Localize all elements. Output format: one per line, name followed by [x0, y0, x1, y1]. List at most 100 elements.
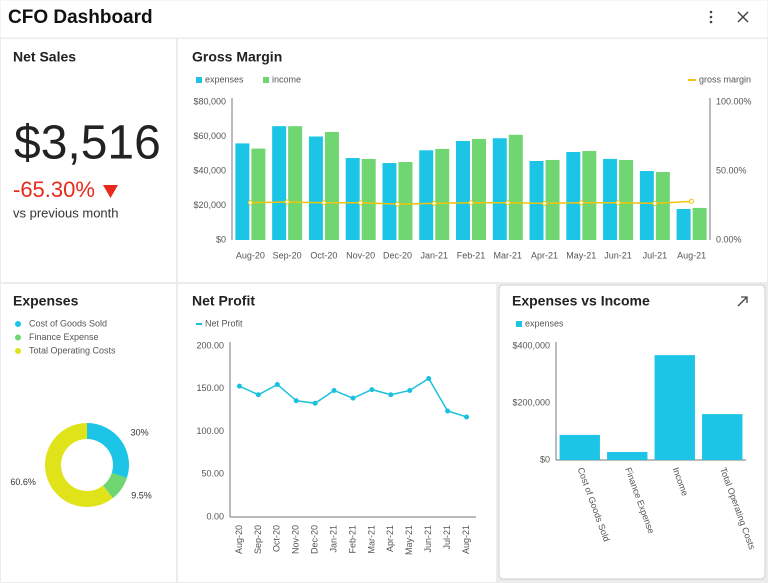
y-tick-label: $0 — [540, 454, 550, 464]
data-label: 9.5% — [131, 490, 152, 500]
pie-slice — [45, 423, 113, 507]
x-tick-label: Apr-21 — [531, 250, 558, 260]
bar — [702, 414, 743, 460]
point — [407, 387, 413, 393]
panel-selected[interactable] — [498, 284, 766, 580]
legend-label: Net Profit — [205, 318, 243, 328]
y-tick-label: 100.00 — [196, 426, 224, 436]
x-tick-label: Dec-20 — [310, 525, 320, 554]
point — [236, 383, 242, 389]
bar — [582, 150, 597, 240]
x-tick-label: Feb-21 — [457, 250, 486, 260]
point — [689, 198, 695, 204]
x-tick-label: Feb-21 — [347, 525, 357, 554]
bar — [692, 207, 707, 240]
point — [468, 200, 474, 206]
point — [255, 392, 261, 398]
x-tick-label: Jun-21 — [423, 525, 433, 553]
y-tick-label: 150.00 — [196, 383, 224, 393]
x-tick-label: Aug-20 — [236, 250, 265, 260]
bar — [435, 148, 450, 240]
point — [615, 200, 621, 206]
x-tick-label: Aug-21 — [677, 250, 706, 260]
bar — [456, 140, 470, 240]
point — [652, 200, 658, 206]
legend-swatch — [15, 334, 21, 341]
close-icon[interactable] — [737, 11, 749, 23]
panel-title: Expenses — [13, 293, 79, 309]
expand-icon[interactable] — [737, 296, 748, 307]
x-tick-label: Nov-20 — [291, 525, 301, 554]
x-tick-label: Mar-21 — [366, 525, 376, 554]
point — [542, 200, 548, 206]
x-tick-label: Oct-20 — [310, 250, 337, 260]
bar — [288, 126, 303, 240]
kpi-change: -65.30% — [13, 177, 95, 202]
y-tick-label: $200,000 — [512, 397, 550, 407]
point — [293, 398, 299, 404]
x-tick-label: Nov-20 — [346, 250, 375, 260]
bar — [308, 136, 323, 240]
point — [284, 199, 290, 205]
y-tick-label: 0.00 — [206, 511, 224, 521]
point — [388, 392, 394, 398]
bar — [603, 158, 618, 240]
bar — [251, 148, 266, 240]
bar — [492, 138, 507, 240]
x-tick-label: May-21 — [404, 525, 414, 555]
bar — [345, 158, 360, 240]
y-tick-label: $40,000 — [193, 165, 226, 175]
y-tick-label: 50.00 — [201, 469, 224, 479]
bar — [419, 150, 434, 240]
x-tick-label: Jan-21 — [420, 250, 448, 260]
legend-label: income — [272, 74, 301, 84]
point — [312, 400, 318, 406]
legend-label: Total Operating Costs — [29, 345, 116, 355]
point — [358, 200, 364, 206]
bar — [655, 172, 670, 240]
x-tick-label: Aug-20 — [234, 525, 244, 554]
point — [505, 200, 511, 206]
bar — [382, 163, 397, 240]
menu-icon[interactable] — [709, 10, 713, 24]
legend-swatch — [196, 77, 202, 83]
bar — [508, 134, 523, 240]
x-tick-label: Jul-21 — [442, 525, 452, 550]
legend-label: Finance Expense — [29, 332, 99, 342]
panel-title: Expenses vs Income — [512, 293, 650, 309]
x-tick-label: Sep-20 — [253, 525, 263, 554]
bar — [559, 434, 600, 460]
y-tick-label: $80,000 — [193, 96, 226, 106]
bar — [676, 208, 691, 240]
bar — [324, 132, 339, 240]
pie-slice — [102, 472, 127, 499]
y-tick-label: $20,000 — [193, 200, 226, 210]
legend-swatch — [15, 348, 21, 354]
panel — [178, 284, 496, 582]
bar — [639, 171, 654, 240]
point — [426, 375, 432, 381]
bar — [545, 159, 560, 240]
bar — [398, 162, 413, 240]
x-tick-label: Apr-21 — [385, 525, 395, 552]
x-tick-label: May-21 — [566, 250, 596, 260]
y2-tick-label: 50.00% — [716, 165, 747, 175]
bar — [619, 159, 634, 240]
point — [247, 200, 253, 206]
x-tick-label: Mar-21 — [494, 250, 523, 260]
legend-swatch — [263, 77, 269, 83]
point — [431, 200, 437, 206]
x-tick-label: Sep-20 — [273, 250, 302, 260]
data-label: 30% — [131, 428, 149, 438]
kpi-caption: vs previous month — [13, 205, 119, 220]
x-tick-label: Jul-21 — [643, 250, 668, 260]
x-tick-label: Jan-21 — [328, 525, 338, 553]
x-tick-label: Oct-20 — [272, 525, 282, 552]
y2-tick-label: 0.00% — [716, 234, 742, 244]
panel-title: Gross Margin — [192, 49, 282, 65]
bar — [472, 138, 486, 240]
point — [350, 395, 356, 401]
point — [331, 387, 337, 393]
point — [394, 201, 400, 207]
legend-label: Cost of Goods Sold — [29, 318, 107, 328]
